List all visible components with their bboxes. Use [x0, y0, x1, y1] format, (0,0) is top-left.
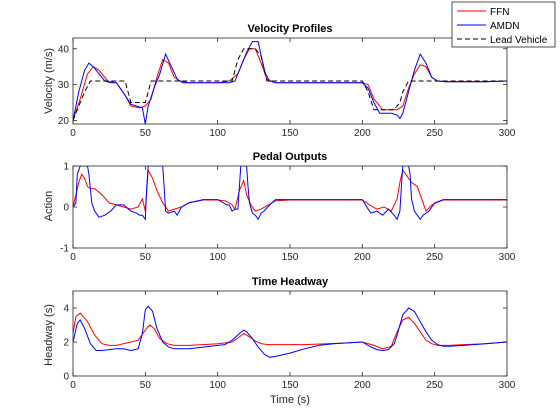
headway-xlabel: Time (s) — [270, 394, 310, 406]
headway-xtick-label: 250 — [426, 380, 443, 391]
headway-ytick-label: 0 — [63, 372, 69, 383]
velocity-xtick-label: 150 — [282, 128, 299, 139]
pedal-xtick-label: 200 — [354, 252, 371, 263]
velocity-title: Velocity Profiles — [248, 23, 333, 35]
headway-series-amdn — [73, 305, 507, 358]
headway-xtick-label: 0 — [70, 380, 76, 391]
pedal-ytick-label: 0 — [63, 203, 69, 214]
legend-amdn-label: AMDN — [490, 21, 519, 32]
velocity-series-amdn — [73, 41, 507, 124]
legend-ffn-label: FFN — [490, 7, 509, 18]
pedal-xtick-label: 150 — [282, 252, 299, 263]
velocity-ylabel: Velocity (m/s) — [43, 48, 55, 114]
pedal-plot-area: 0 50 100 150 200 250 300-101 — [60, 162, 516, 264]
pedal-ytick-label: -1 — [60, 244, 69, 255]
pedal-xtick-label: 0 — [70, 252, 76, 263]
headway-subplot: Time Headway Headway (s) Time (s) 0 50 100… — [43, 276, 516, 406]
headway-ylabel: Headway (s) — [43, 304, 55, 366]
velocity-ytick-label: 30 — [58, 80, 70, 91]
headway-title: Time Headway — [252, 276, 329, 288]
pedal-xtick-label: 100 — [209, 252, 226, 263]
headway-xtick-label: 100 — [209, 380, 226, 391]
velocity-xtick-label: 300 — [499, 128, 516, 139]
pedal-ylabel: Action — [43, 191, 55, 222]
velocity-xtick-label: 0 — [70, 128, 76, 139]
velocity-xtick-label: 50 — [140, 128, 152, 139]
velocity-series-ffn — [73, 48, 507, 121]
pedal-title: Pedal Outputs — [253, 151, 328, 163]
pedal-xtick-label: 250 — [426, 252, 443, 263]
pedal-ytick-label: 1 — [63, 162, 69, 173]
pedal-xtick-label: 50 — [140, 252, 152, 263]
velocity-series-lead-vehicle — [73, 48, 507, 121]
velocity-ytick-label: 40 — [58, 44, 70, 55]
pedal-series-amdn — [73, 166, 507, 221]
legend-lead-vehicle-label: Lead Vehicle — [490, 35, 548, 46]
velocity-xtick-label: 250 — [426, 128, 443, 139]
headway-ytick-label: 2 — [63, 338, 69, 349]
velocity-xtick-label: 100 — [209, 128, 226, 139]
headway-xtick-label: 50 — [140, 380, 152, 391]
headway-ytick-label: 4 — [63, 304, 69, 315]
headway-xtick-label: 150 — [282, 380, 299, 391]
headway-xtick-label: 300 — [499, 380, 516, 391]
pedal-xtick-label: 300 — [499, 252, 516, 263]
pedal-subplot: Pedal Outputs Action 0 50 100 150 200 250 300 -… — [43, 151, 516, 263]
velocity-xtick-label: 200 — [354, 128, 371, 139]
velocity-ytick-label: 20 — [58, 116, 70, 127]
legend: FFN AMDN Lead Vehicle — [451, 1, 556, 48]
headway-xtick-label: 200 — [354, 380, 371, 391]
headway-plot-area: 0 50 100 150 200 250 300 0 2 4 — [63, 290, 516, 391]
